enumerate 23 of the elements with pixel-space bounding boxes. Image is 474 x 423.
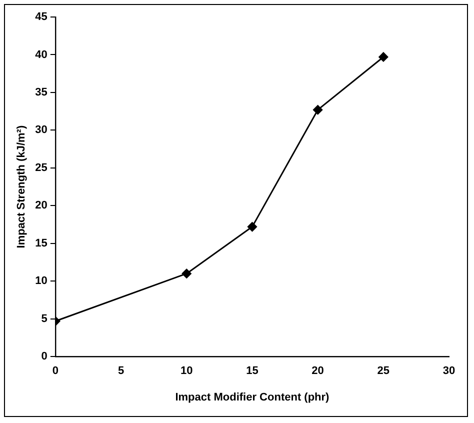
point [182,268,192,278]
point [378,52,388,62]
x-tick-label: 15 [246,365,258,378]
y-tick-label: 25 [35,162,48,174]
x-tick-label: 0 [52,365,58,378]
x-tick-label: 30 [442,365,456,378]
x-tick-label: 5 [118,365,124,378]
x-tick-label: 20 [312,365,324,378]
y-tick-label: 5 [41,312,48,325]
y-axis-title: Impact Strength (kJ/m²) [16,125,28,248]
y-tick-label: 30 [35,124,48,136]
y-tick-label: 0 [41,350,48,363]
point [313,105,323,115]
y-tick-label: 20 [35,200,48,212]
y-tick-label: 10 [35,275,48,288]
x-tick-label: 25 [377,365,390,378]
x-tick-label: 10 [180,365,193,378]
x-axis-title: Impact Modifier Content (phr) [175,391,330,404]
y-tick-label: 15 [35,237,48,250]
y-tick-label: 40 [35,48,48,61]
y-tick-label: 45 [35,11,48,24]
y-tick-label: 35 [35,86,48,98]
point [247,222,257,232]
